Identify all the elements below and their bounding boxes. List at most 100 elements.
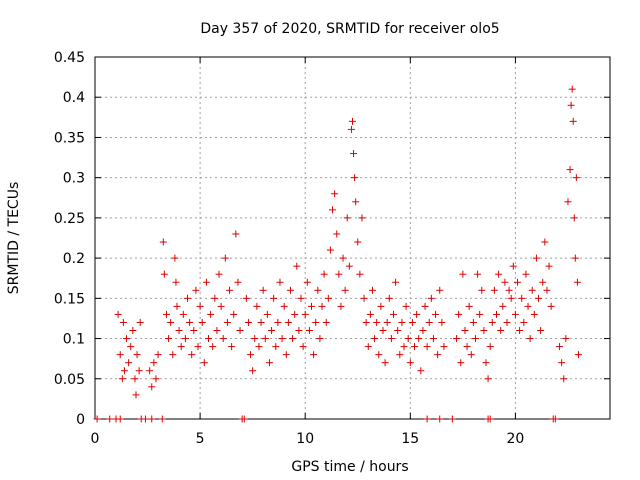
y-tick-label: 0.2 (63, 251, 85, 267)
data-point (495, 270, 503, 278)
data-point (132, 391, 140, 399)
data-point (537, 327, 545, 335)
y-tick-label: 0.1 (63, 332, 85, 348)
data-point (356, 270, 364, 278)
data-point (383, 318, 391, 326)
x-tick-label: 0 (91, 431, 100, 447)
data-point (535, 294, 543, 302)
data-point (93, 415, 101, 423)
data-point (469, 318, 477, 326)
data-point (411, 343, 419, 351)
data-point (572, 174, 580, 182)
y-tick-label: 0.15 (54, 291, 85, 307)
data-point (289, 335, 297, 343)
data-point (497, 327, 505, 335)
data-point (486, 415, 494, 423)
data-point (381, 359, 389, 367)
data-point (312, 318, 320, 326)
data-point (352, 198, 360, 206)
data-point (474, 270, 482, 278)
data-point (522, 270, 530, 278)
data-point (127, 343, 135, 351)
data-point (408, 318, 416, 326)
data-point (119, 318, 127, 326)
data-point (385, 294, 393, 302)
data-point (457, 359, 465, 367)
data-point (331, 190, 339, 198)
data-point (371, 335, 379, 343)
data-point (249, 367, 257, 375)
data-points (93, 85, 582, 423)
data-point (368, 286, 376, 294)
data-point (196, 302, 204, 310)
data-point (488, 318, 496, 326)
data-point (183, 294, 191, 302)
data-point (375, 351, 383, 359)
data-point (530, 310, 538, 318)
data-point (202, 278, 210, 286)
data-point (465, 302, 473, 310)
data-point (297, 294, 305, 302)
data-point (326, 246, 334, 254)
data-point (518, 294, 526, 302)
data-point (511, 310, 519, 318)
data-point (303, 278, 311, 286)
data-point (116, 415, 124, 423)
data-point (223, 318, 231, 326)
tick-layer: 0 0.05 0.1 0.15 0.2 0.25 0.3 0.35 0.4 0.45 0 5 10 15 2… (54, 50, 610, 447)
data-point (179, 310, 187, 318)
data-point (301, 310, 309, 318)
data-point (354, 238, 362, 246)
data-point (547, 302, 555, 310)
data-point (404, 335, 412, 343)
data-point (265, 359, 273, 367)
data-point (240, 415, 248, 423)
data-point (114, 310, 122, 318)
data-point (423, 343, 431, 351)
y-axis-title: SRMTID / TECUs (6, 182, 22, 295)
data-point (467, 351, 475, 359)
data-point (570, 214, 578, 222)
data-point (141, 415, 149, 423)
data-point (543, 286, 551, 294)
x-tick-label: 10 (296, 431, 314, 447)
data-point (190, 327, 198, 335)
data-point (299, 343, 307, 351)
x-tick-label: 5 (196, 431, 205, 447)
data-point (291, 310, 299, 318)
data-point (558, 359, 566, 367)
data-point (573, 278, 581, 286)
data-point (427, 294, 435, 302)
data-point (423, 415, 431, 423)
data-point (459, 270, 467, 278)
data-point (432, 310, 440, 318)
data-point (261, 335, 269, 343)
data-point (186, 318, 194, 326)
y-tick-label: 0.35 (54, 130, 85, 146)
data-point (436, 286, 444, 294)
data-point (366, 310, 374, 318)
x-tick-label: 20 (506, 431, 524, 447)
data-point (173, 302, 181, 310)
data-point (295, 327, 303, 335)
data-point (198, 318, 206, 326)
x-axis-title: GPS time / hours (291, 459, 408, 475)
data-point (129, 327, 137, 335)
data-point (305, 327, 313, 335)
data-point (318, 302, 326, 310)
data-point (205, 335, 213, 343)
data-point (347, 125, 355, 133)
data-point (350, 150, 358, 158)
data-point (320, 270, 328, 278)
data-point (507, 294, 515, 302)
data-point (280, 302, 288, 310)
data-point (400, 343, 408, 351)
data-point (278, 335, 286, 343)
data-point (524, 302, 532, 310)
data-point (232, 230, 240, 238)
data-point (120, 367, 128, 375)
data-point (152, 375, 160, 383)
data-point (567, 101, 575, 109)
data-point (242, 294, 250, 302)
y-tick-label: 0 (76, 412, 85, 428)
